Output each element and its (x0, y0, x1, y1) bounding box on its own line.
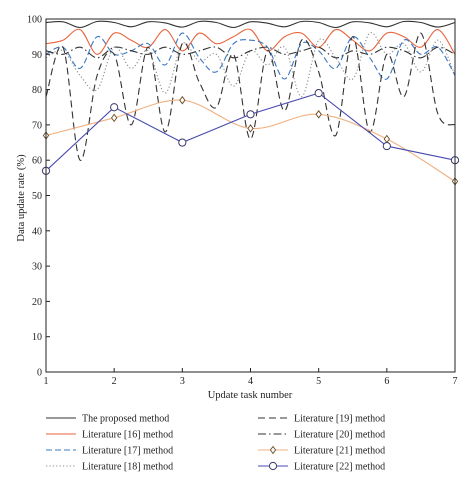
y-tick-label: 10 (32, 332, 42, 343)
legend-label: The proposed method (82, 414, 169, 425)
legend-label: Literature [18] method (82, 462, 173, 473)
legend-item: Literature [20] method (258, 430, 385, 441)
data-point-circle (314, 89, 323, 98)
series-layer (41, 20, 460, 186)
legend-marker-circle (268, 461, 278, 471)
y-tick-label: 70 (32, 120, 42, 131)
legend-label: Literature [19] method (294, 414, 385, 425)
y-tick-label: 0 (37, 368, 42, 379)
data-point-circle (382, 141, 391, 151)
data-point-diamond (111, 113, 118, 123)
legend-label: Literature [21] method (294, 446, 385, 457)
y-tick-label: 60 (32, 156, 42, 167)
x-tick-label: 1 (44, 376, 49, 387)
x-tick-label: 5 (316, 376, 321, 387)
series-5 (45, 32, 456, 161)
legend: The proposed method Literature [16] metho… (46, 414, 385, 473)
legend-item: The proposed method (46, 414, 169, 425)
y-tick-label: 30 (32, 262, 42, 273)
legend-item: Literature [21] method (258, 446, 385, 457)
series-7 (42, 95, 459, 186)
legend-item: Literature [17] method (46, 446, 173, 457)
series-6 (45, 46, 456, 59)
y-tick-label: 50 (32, 191, 42, 202)
x-tick-label: 7 (453, 376, 458, 387)
y-tick-label: 90 (32, 50, 42, 61)
series-line (45, 32, 456, 80)
y-tick-label: 100 (27, 15, 42, 26)
series-8 (41, 89, 460, 175)
x-axis-label: Update task number (208, 390, 293, 401)
plot-frame (45, 18, 456, 373)
series-line (45, 32, 456, 161)
data-point-diamond (179, 95, 186, 105)
legend-item: Literature [18] method (46, 462, 173, 473)
series-line (45, 46, 456, 59)
y-tick-label: 20 (32, 297, 42, 308)
legend-label: Literature [20] method (294, 430, 385, 441)
x-tick-label: 2 (112, 376, 117, 387)
x-tick-label: 3 (180, 376, 185, 387)
series-line (45, 28, 456, 55)
legend-label: Literature [17] method (82, 446, 173, 457)
data-point-circle (246, 110, 255, 119)
legend-label: Literature [22] method (294, 462, 385, 473)
y-tick-label: 40 (32, 226, 42, 237)
data-point-diamond (383, 134, 390, 144)
data-point-circle (110, 103, 119, 112)
series-line (45, 32, 456, 98)
series-3 (45, 32, 456, 80)
legend-item: Literature [19] method (258, 414, 385, 425)
series-1 (45, 20, 456, 29)
legend-marker-diamond (269, 445, 277, 455)
series-2 (45, 28, 456, 55)
data-point-diamond (247, 124, 254, 133)
x-tick-label: 4 (248, 376, 253, 387)
x-tick-label: 6 (384, 376, 389, 387)
data-point-diamond (315, 110, 322, 119)
data-point-circle (178, 138, 187, 147)
legend-item: Literature [22] method (258, 462, 385, 473)
series-4 (45, 32, 456, 98)
legend-item: Literature [16] method (46, 430, 173, 441)
y-tick-label: 80 (32, 85, 42, 96)
series-line (45, 20, 456, 29)
y-axis-label: Data update rate (%) (16, 154, 27, 242)
legend-label: Literature [16] method (82, 430, 173, 441)
